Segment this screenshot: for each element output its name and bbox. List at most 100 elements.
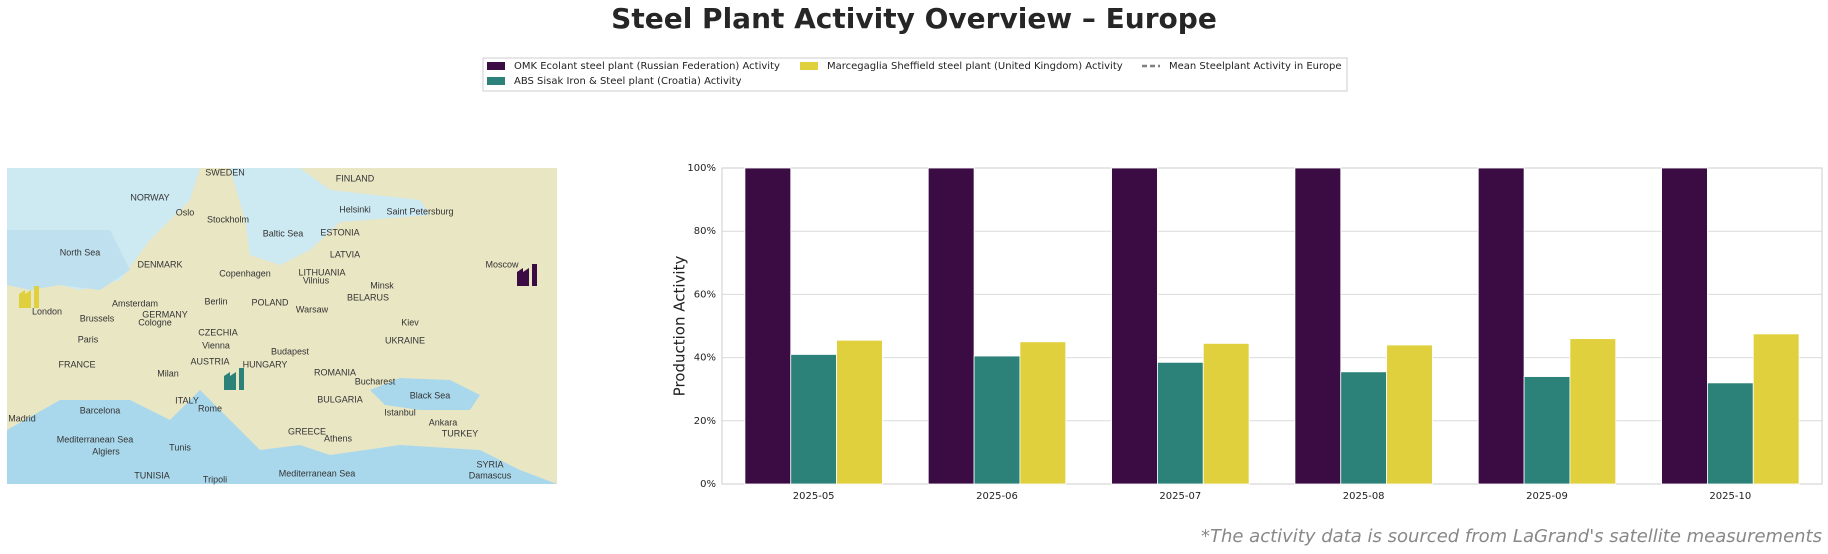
legend-label: Mean Steelplant Activity in Europe [1169, 61, 1342, 72]
map-label: TUNISIA [134, 470, 170, 480]
map-label: GREECE [288, 426, 326, 436]
map-label: Brussels [80, 313, 115, 323]
plant-marker [19, 286, 39, 308]
bar [836, 339, 883, 485]
map-label: NORWAY [130, 192, 169, 202]
map-label: HUNGARY [243, 359, 288, 369]
map-label: Bucharest [355, 376, 396, 386]
map-label: Paris [78, 334, 99, 344]
map-sea [370, 378, 480, 410]
map-label: LATVIA [330, 249, 360, 259]
y-tick-label: 40% [694, 353, 716, 364]
map-label: Copenhagen [219, 268, 271, 278]
map-label: Budapest [271, 346, 310, 356]
map-label: CZECHIA [198, 327, 238, 337]
map-label: AUSTRIA [190, 356, 229, 366]
map-label: North Sea [60, 247, 101, 257]
map-label: POLAND [251, 297, 289, 307]
map-label: TURKEY [442, 428, 479, 438]
map-label: Baltic Sea [263, 228, 304, 238]
legend-label: OMK Ecolant steel plant (Russian Federat… [514, 61, 780, 72]
legend-swatch [487, 62, 505, 70]
plant-marker [517, 264, 537, 286]
chart-title: Steel Plant Activity Overview – Europe [611, 2, 1217, 35]
bar [1340, 371, 1387, 485]
legend-box [482, 57, 1348, 92]
map-sea [230, 168, 430, 265]
x-tick-label: 2025-05 [793, 491, 835, 502]
map-label: Istanbul [384, 407, 416, 417]
map-sea [7, 230, 130, 290]
map-label: Vienna [202, 340, 230, 350]
map-label: LITHUANIA [298, 267, 345, 277]
y-tick-label: 20% [694, 416, 716, 427]
bar [1569, 338, 1617, 485]
bar [927, 167, 975, 485]
map-label: Mediterranean Sea [279, 468, 356, 478]
bar [1752, 333, 1800, 485]
map-label: ROMANIA [314, 367, 356, 377]
x-tick-label: 2025-10 [1709, 491, 1751, 502]
plot-frame [721, 167, 1823, 485]
bar [1111, 167, 1158, 485]
bar [1386, 344, 1433, 485]
y-tick-label: 60% [694, 289, 716, 300]
legend-swatch [800, 62, 818, 70]
plant-marker [224, 368, 244, 390]
y-tick-label: 100% [687, 163, 716, 174]
bar [1661, 167, 1708, 485]
x-tick-label: 2025-07 [1159, 491, 1201, 502]
map-label: FINLAND [336, 173, 375, 183]
map-label: Mediterranean Sea [57, 434, 134, 444]
map-label: UKRAINE [385, 335, 425, 345]
map-label: Milan [157, 368, 179, 378]
legend-label: ABS Sisak Iron & Steel plant (Croatia) A… [514, 76, 742, 87]
map-label: ESTONIA [320, 227, 359, 237]
map-label: Helsinki [339, 204, 371, 214]
bar [1294, 167, 1342, 485]
map-label: Algiers [92, 446, 120, 456]
map-label: Rome [198, 403, 222, 413]
map-label: Damascus [469, 470, 512, 480]
x-tick-label: 2025-06 [976, 491, 1018, 502]
map-label: Tripoli [203, 474, 227, 484]
map-label: Warsaw [296, 304, 329, 314]
map-label: Cologne [138, 317, 172, 327]
map-sea [7, 390, 557, 484]
bar [744, 167, 792, 485]
legend-label: Marcegaglia Sheffield steel plant (Unite… [827, 61, 1123, 72]
x-tick-label: 2025-09 [1526, 491, 1568, 502]
map-label: ITALY [175, 395, 199, 405]
map-label: Ankara [429, 417, 458, 427]
bar [1477, 167, 1525, 485]
bar [1019, 341, 1067, 485]
map-label: Black Sea [410, 390, 451, 400]
bar [790, 354, 837, 485]
bar [1202, 342, 1250, 485]
map-label: BELARUS [347, 292, 389, 302]
bar [1707, 382, 1754, 485]
bar [1157, 361, 1204, 485]
map-label: Moscow [485, 259, 519, 269]
map-label: Tunis [169, 442, 191, 452]
map-label: Amsterdam [112, 298, 158, 308]
map-label: Vilnius [303, 275, 330, 285]
map-label: Madrid [8, 413, 36, 423]
legend-swatch [487, 77, 505, 85]
footnote: *The activity data is sourced from LaGra… [1201, 526, 1822, 547]
y-axis-label: Production Activity [671, 256, 689, 397]
map-label: DENMARK [137, 259, 182, 269]
map-label: Barcelona [80, 405, 121, 415]
map-label: Minsk [370, 280, 394, 290]
map-label: Stockholm [207, 214, 249, 224]
map-label: SYRIA [476, 459, 503, 469]
map-label: BULGARIA [317, 394, 363, 404]
y-tick-label: 80% [694, 226, 716, 237]
map-label: Berlin [204, 296, 227, 306]
map-label: London [32, 306, 62, 316]
map-label: Oslo [176, 207, 195, 217]
map-label: Saint Petersburg [386, 206, 453, 216]
map [7, 168, 557, 484]
bar [1523, 376, 1571, 485]
